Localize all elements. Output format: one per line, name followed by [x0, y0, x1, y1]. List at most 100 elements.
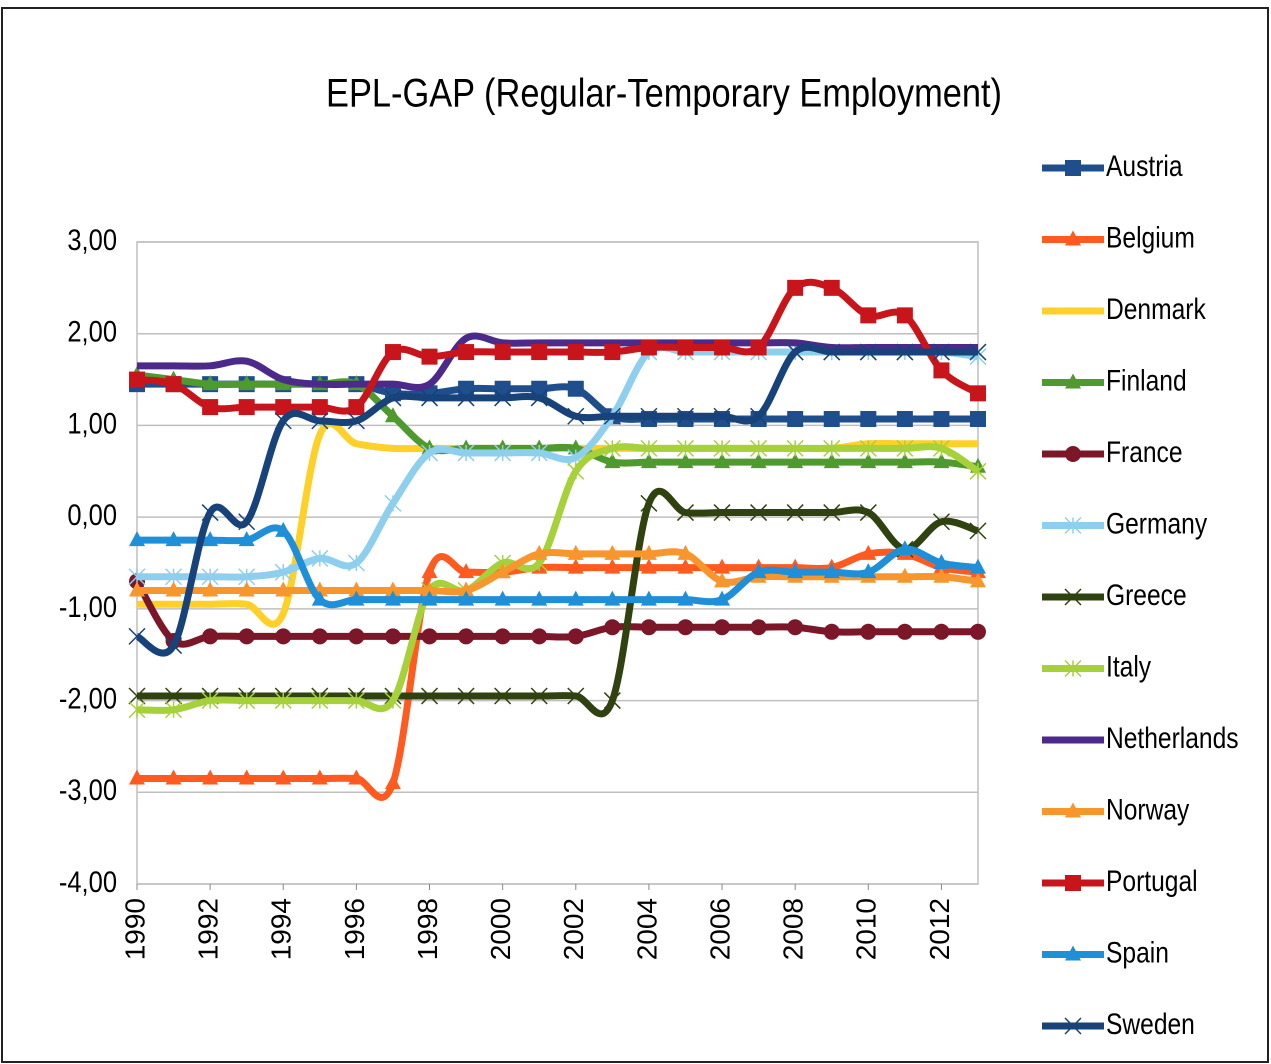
point-marker — [896, 453, 913, 469]
point-marker — [384, 774, 401, 790]
legend-marker — [1065, 230, 1081, 246]
point-marker — [677, 558, 694, 574]
legend-marker — [1065, 373, 1081, 389]
x-tick-label: 1994 — [266, 898, 297, 960]
point-marker — [348, 399, 365, 416]
point-marker — [604, 619, 621, 636]
legend-label: Spain — [1106, 935, 1169, 969]
point-marker — [969, 462, 987, 480]
point-marker — [896, 567, 913, 583]
series — [129, 573, 986, 649]
point-marker — [457, 389, 475, 407]
point-marker — [786, 439, 804, 457]
point-marker — [640, 494, 658, 512]
point-marker — [896, 343, 914, 361]
legend-label: Netherlands — [1106, 721, 1239, 755]
point-marker — [970, 385, 986, 402]
point-marker — [384, 407, 401, 423]
point-marker — [750, 563, 767, 579]
point-marker — [787, 563, 804, 579]
point-marker — [202, 769, 219, 785]
y-tick-label: 2,00 — [67, 315, 117, 348]
point-marker — [348, 628, 365, 645]
legend-marker — [1065, 802, 1081, 818]
x-tick-label: 1990 — [119, 898, 150, 960]
point-marker — [128, 687, 146, 705]
point-marker — [677, 590, 694, 606]
point-marker — [384, 344, 401, 361]
point-marker — [714, 339, 731, 356]
point-marker — [640, 544, 657, 560]
point-marker — [530, 687, 548, 705]
point-marker — [165, 637, 183, 655]
chart-title: EPL-GAP (Regular-Temporary Employment) — [326, 70, 1002, 115]
point-marker — [165, 531, 182, 547]
point-marker — [640, 558, 657, 574]
point-marker — [348, 590, 365, 606]
point-marker — [604, 558, 621, 574]
point-marker — [714, 558, 731, 574]
legend-label: Denmark — [1106, 292, 1206, 326]
point-marker — [823, 504, 841, 522]
point-marker — [676, 504, 695, 522]
point-marker — [458, 563, 475, 579]
point-marker — [786, 343, 804, 361]
point-marker — [640, 339, 657, 356]
point-marker — [129, 769, 145, 785]
point-marker — [347, 554, 365, 572]
point-marker — [823, 453, 840, 469]
point-marker — [933, 567, 950, 583]
point-marker — [384, 590, 401, 606]
legend-label: Italy — [1106, 649, 1151, 683]
point-marker — [677, 619, 694, 636]
point-marker — [787, 411, 804, 428]
point-marker — [640, 407, 658, 425]
point-marker — [530, 444, 548, 462]
series — [137, 332, 978, 392]
point-marker — [165, 376, 182, 393]
point-marker — [932, 343, 950, 361]
y-tick-label: -4,00 — [59, 865, 117, 898]
x-tick-label: 1998 — [412, 898, 443, 960]
point-marker — [933, 554, 950, 569]
point-marker — [238, 399, 255, 416]
point-marker — [603, 692, 621, 710]
x-tick-label: 2008 — [778, 898, 809, 960]
point-marker — [494, 563, 511, 579]
point-marker — [714, 619, 731, 636]
point-marker — [859, 343, 877, 361]
x-tick-label: 2000 — [485, 898, 516, 960]
point-marker — [567, 687, 585, 705]
point-marker — [384, 628, 401, 645]
point-marker — [420, 687, 439, 705]
point-marker — [421, 563, 438, 579]
point-marker — [494, 687, 512, 705]
legend-label: Finland — [1106, 363, 1187, 397]
point-marker — [640, 590, 657, 606]
point-marker — [750, 504, 768, 522]
point-marker — [677, 339, 694, 356]
point-marker — [932, 513, 950, 531]
point-marker — [750, 407, 768, 425]
series-line — [137, 332, 978, 392]
point-marker — [896, 623, 913, 640]
point-marker — [531, 590, 548, 606]
point-marker — [860, 563, 877, 579]
point-marker — [457, 687, 475, 705]
point-marker — [421, 348, 438, 365]
point-marker — [823, 343, 841, 361]
point-marker — [933, 362, 950, 379]
point-marker — [202, 399, 219, 416]
x-tick-label: 2012 — [924, 898, 955, 960]
point-marker — [311, 549, 329, 567]
point-marker — [494, 344, 511, 361]
legend-marker — [1065, 160, 1081, 176]
series — [129, 521, 986, 609]
point-marker — [567, 590, 584, 606]
point-marker — [238, 628, 255, 645]
point-marker — [494, 590, 511, 606]
point-marker — [421, 628, 438, 645]
point-marker — [823, 563, 840, 579]
point-marker — [421, 590, 438, 606]
y-tick-label: 1,00 — [67, 406, 117, 439]
